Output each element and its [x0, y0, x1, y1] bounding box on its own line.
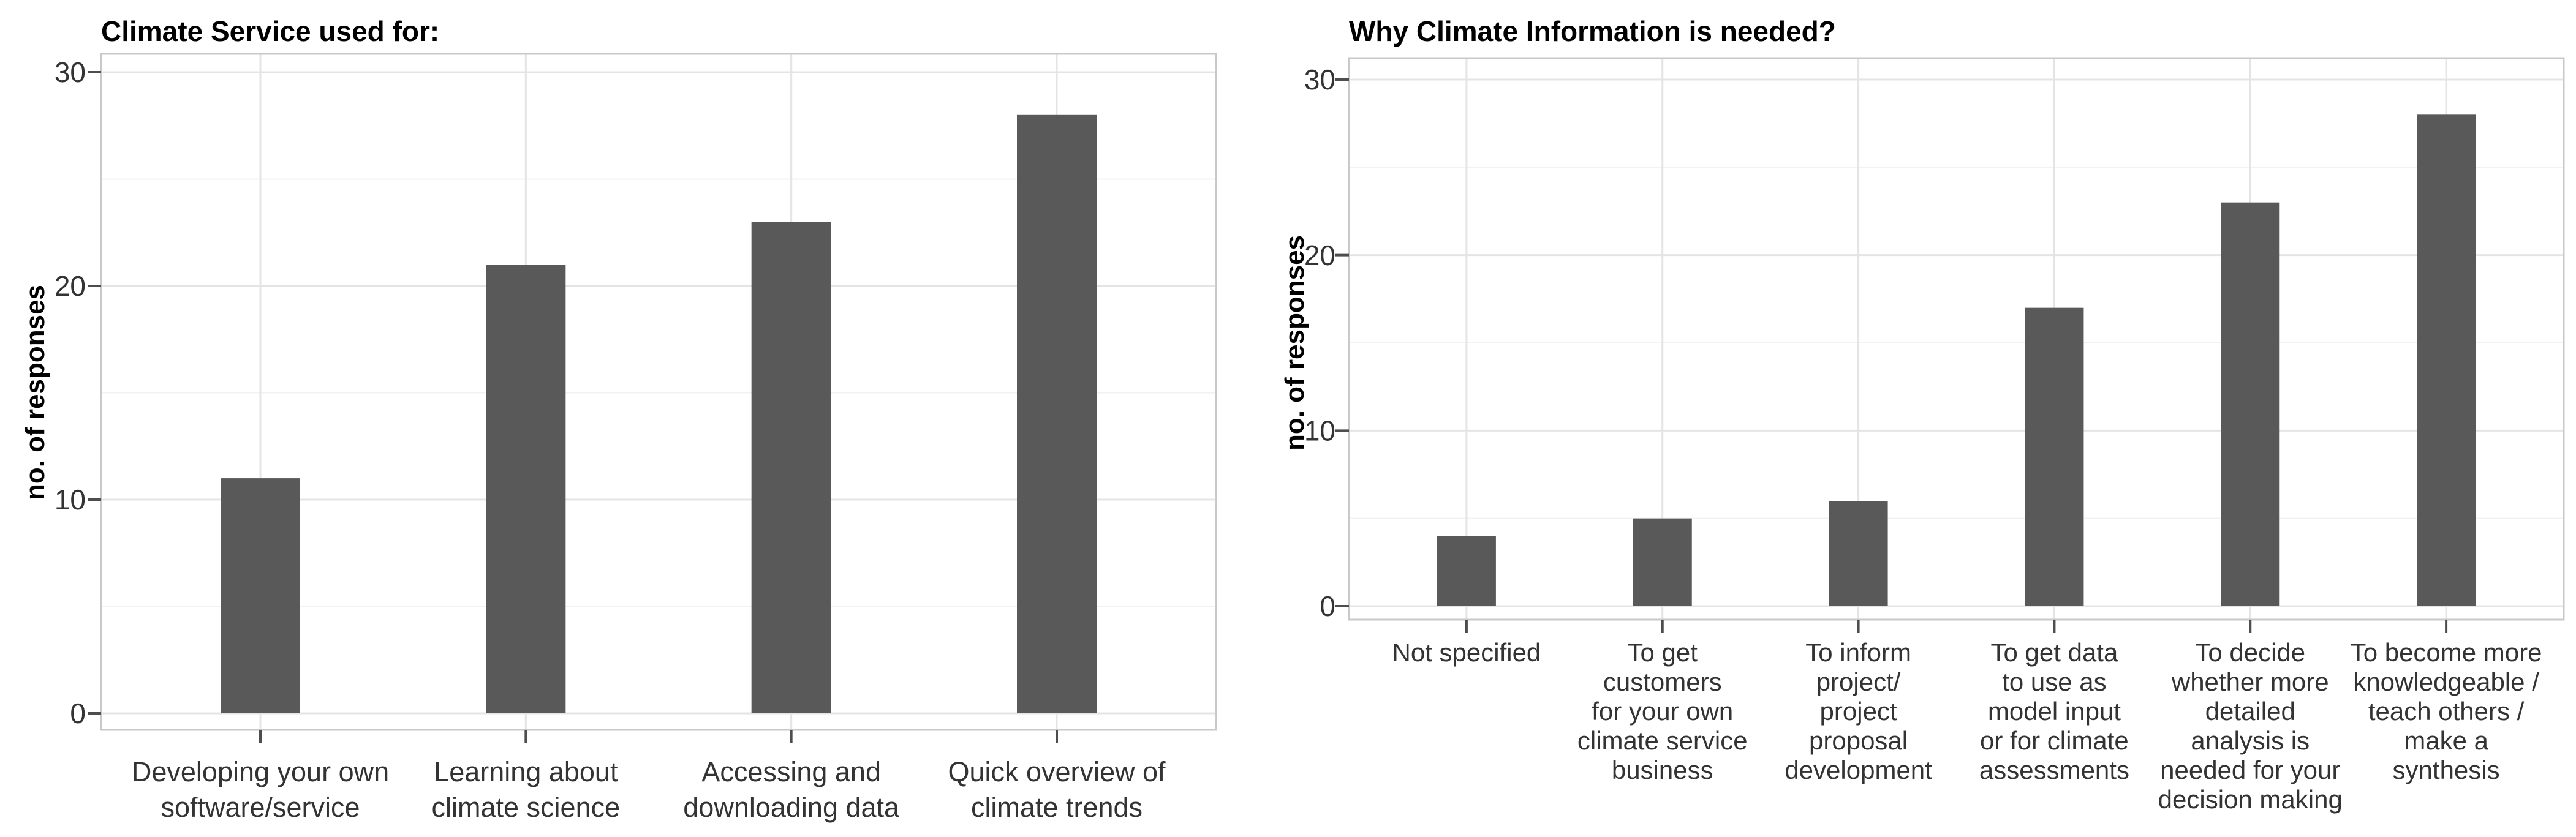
bar-plot: 0 10 20 30 Developing your own software/servi… [55, 53, 1217, 823]
chart-title: Climate Service used for: [101, 15, 440, 47]
y-axis-title: no. of responses [1280, 235, 1310, 451]
y-tick-label: 0 [1320, 590, 1335, 622]
bar-4 [2221, 202, 2280, 607]
grid-minor [1349, 167, 2564, 519]
chart-title: Why Climate Information is needed? [1349, 15, 1836, 47]
x-tick-label: Not specified [1392, 638, 1541, 667]
x-tick-label: Learning about climate science [432, 756, 621, 823]
y-tick-label: 30 [55, 56, 86, 88]
bar-3 [2025, 307, 2084, 606]
x-tick-label: To become more knowledgeable / teach other… [2351, 638, 2542, 784]
bars [221, 114, 1097, 714]
grid-vertical [1465, 58, 2447, 620]
bar-plot: 0 10 20 30 Not specified To get customers for y… [1304, 57, 2565, 814]
panel-border [1348, 57, 2565, 621]
bar-1 [486, 265, 566, 714]
x-axis-ticks: Developing your own software/service Learn… [132, 730, 1166, 823]
y-tick-label: 10 [1304, 415, 1335, 446]
bar-0 [1437, 536, 1496, 606]
y-axis-ticks: 0 10 20 30 [55, 56, 101, 729]
x-tick-label: To decide whether more detailed analysis is… [2158, 638, 2343, 814]
x-tick-label: To get data to use as model input or for cl… [1979, 638, 2129, 784]
grid-major [1349, 78, 2564, 607]
y-tick-label: 0 [70, 697, 86, 729]
bars [1437, 114, 2476, 607]
x-tick-label: Accessing and downloading data [683, 756, 900, 823]
chart-climate-service-used-for: Climate Service used for: no. of respons… [0, 0, 1286, 837]
y-tick-label: 20 [1304, 239, 1335, 271]
x-tick-label: Quick overview of climate trends [948, 756, 1166, 823]
x-axis-ticks: Not specified To get customers for your own… [1392, 620, 2542, 814]
x-tick-label: To get customers for your own climate servi… [1577, 638, 1748, 784]
bar-5 [2417, 114, 2476, 607]
chart-why-climate-information-needed: Why Climate Information is needed? no. o… [1280, 0, 2576, 837]
x-tick-label: To inform project/project proposal developm… [1785, 638, 1932, 784]
grid-vertical [259, 54, 1058, 730]
bar-0 [221, 478, 300, 713]
y-tick-label: 10 [55, 484, 86, 516]
y-tick-label: 30 [1304, 64, 1335, 96]
y-axis-title: no. of responses [20, 284, 50, 501]
bar-2 [751, 222, 831, 713]
bar-2 [1829, 501, 1888, 606]
bar-1 [1633, 518, 1692, 606]
x-tick-label: Developing your own software/service [132, 756, 389, 823]
panel-border [100, 53, 1217, 731]
bar-3 [1017, 114, 1097, 714]
y-axis-ticks: 0 10 20 30 [1304, 64, 1349, 622]
y-tick-label: 20 [55, 270, 86, 302]
